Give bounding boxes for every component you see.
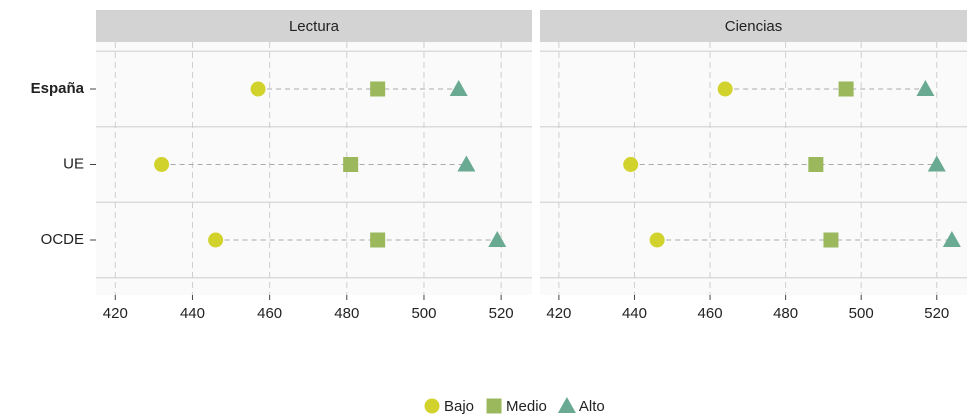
x-tick-label: 500 — [849, 305, 874, 322]
point — [343, 157, 359, 172]
x-tick-label: 440 — [180, 305, 205, 322]
point — [370, 81, 386, 97]
point — [623, 157, 639, 172]
point — [250, 81, 266, 97]
point — [370, 232, 386, 248]
legend-label: Medio — [506, 398, 547, 415]
x-tick-label: 520 — [489, 305, 514, 322]
legend-label: Alto — [579, 398, 605, 415]
point — [942, 231, 961, 247]
panel-title: Lectura — [289, 18, 340, 35]
x-tick-label: 460 — [257, 305, 282, 322]
point — [838, 81, 854, 97]
x-tick-label: 420 — [103, 305, 128, 322]
point — [717, 81, 733, 97]
legend-marker — [486, 398, 502, 414]
plot — [623, 80, 961, 248]
strip — [540, 10, 967, 42]
legend-label: Bajo — [444, 398, 474, 415]
panel-title: Ciencias — [725, 18, 783, 35]
x-tick-label: 480 — [334, 305, 359, 322]
y-tick-label: UE — [63, 155, 84, 172]
legend-marker — [557, 397, 576, 413]
point — [823, 232, 839, 248]
point — [488, 231, 507, 247]
strip — [96, 10, 532, 42]
point — [916, 80, 935, 96]
x-tick-label: 460 — [698, 305, 723, 322]
x-tick-label: 520 — [924, 305, 949, 322]
point — [808, 157, 824, 172]
x-tick-label: 480 — [773, 305, 798, 322]
point — [154, 157, 170, 172]
point — [449, 80, 468, 96]
point — [649, 232, 665, 248]
x-tick-label: 440 — [622, 305, 647, 322]
panel-bg — [540, 42, 967, 295]
point — [927, 155, 946, 172]
point — [208, 232, 224, 248]
plot — [154, 80, 507, 248]
y-tick-label: OCDE — [41, 231, 84, 248]
y-tick-label: España — [31, 80, 85, 97]
x-tick-label: 420 — [546, 305, 571, 322]
legend-marker — [424, 398, 440, 414]
x-tick-label: 500 — [411, 305, 436, 322]
point — [457, 155, 476, 172]
